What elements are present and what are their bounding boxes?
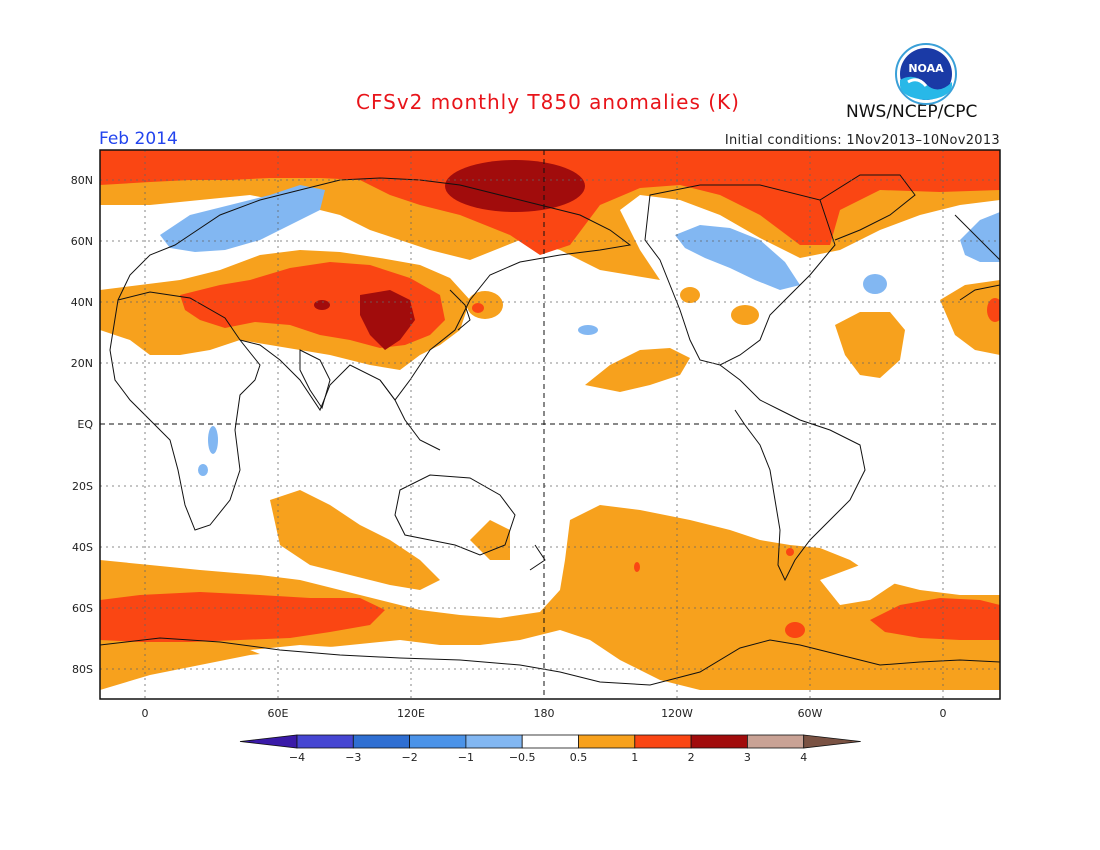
anomaly-orange-indian	[270, 490, 440, 590]
anomaly-orange-natl	[835, 312, 905, 378]
colorbar-segment	[352, 734, 410, 749]
colorbar-label: −4	[289, 751, 305, 764]
anomaly-red-south-west	[100, 592, 385, 642]
lat-label: 40S	[72, 541, 93, 554]
colorbar: −4 −3 −2 −1 −0.5 0.5 1 2 3 4	[239, 734, 861, 764]
colorbar-label: −2	[401, 751, 417, 764]
colorbar-segment	[465, 734, 523, 749]
colorbar-segment	[521, 734, 579, 749]
lon-label: 120W	[661, 707, 693, 720]
anomaly-red-south-east	[870, 598, 1000, 640]
graticule	[100, 150, 1000, 699]
colorbar-label: −0.5	[509, 751, 536, 764]
lon-label: 60E	[268, 707, 289, 720]
lon-label: 120E	[397, 707, 425, 720]
anomaly-orange-europe-east	[940, 280, 1000, 355]
colorbar-label: 3	[744, 751, 751, 764]
colorbar-segment	[578, 734, 636, 749]
lat-label: 80S	[72, 663, 93, 676]
noaa-logo-text: NOAA	[908, 62, 944, 75]
anomaly-orange-australia	[470, 520, 510, 560]
anomaly-blue-pacific	[578, 325, 598, 335]
forecast-period: Feb 2014	[99, 129, 178, 149]
anomaly-red-patagonia	[786, 548, 794, 556]
longitude-labels: 0 60E 120E 180 120W 60W 0	[142, 707, 947, 720]
colorbar-label: 1	[631, 751, 638, 764]
anomaly-blue-africa-2	[198, 464, 208, 476]
map-title: CFSv2 monthly T850 anomalies (K)	[356, 90, 740, 114]
agency-label: NWS/NCEP/CPC	[846, 102, 978, 122]
noaa-logo: NOAA	[895, 43, 957, 105]
lat-label: 20N	[71, 357, 93, 370]
colorbar-label: −1	[458, 751, 474, 764]
anomaly-blue-siberia	[160, 185, 325, 252]
anomaly-orange-us	[731, 305, 759, 325]
colorbar-label: 4	[800, 751, 807, 764]
colorbar-arrow-low	[239, 734, 298, 749]
coastlines	[100, 174, 1000, 686]
anomaly-red-pacific-south	[634, 562, 640, 572]
anomaly-blue-africa	[208, 426, 218, 454]
lat-label: EQ	[77, 418, 93, 431]
colorbar-segment	[690, 734, 748, 749]
anomaly-darkred-eurasia-small	[314, 300, 330, 310]
anomaly-darkred-eurasia	[360, 290, 415, 350]
lat-label: 40N	[71, 296, 93, 309]
anomaly-orange-epac	[585, 348, 690, 392]
anomaly-neutral-antarctica	[250, 645, 560, 680]
colorbar-segment	[296, 734, 354, 749]
anomaly-red-antarctic-peninsula	[785, 622, 805, 638]
lat-label: 60N	[71, 235, 93, 248]
lon-label: 0	[142, 707, 149, 720]
equator-dateline	[100, 150, 1000, 699]
colorbar-label: 2	[688, 751, 695, 764]
colorbar-segment	[634, 734, 692, 749]
anomaly-orange-japan	[467, 291, 503, 319]
lon-label: 0	[940, 707, 947, 720]
latitude-labels: 80N 60N 40N 20N EQ 20S 40S 60S 80S	[71, 174, 94, 676]
anomaly-orange-us-west	[680, 287, 700, 303]
lat-label: 60S	[72, 602, 93, 615]
anomaly-darkred-arctic	[445, 160, 585, 212]
anomaly-neutral-south-atl	[820, 565, 900, 605]
colorbar-arrow-high	[803, 734, 861, 749]
initial-conditions: Initial conditions: 1Nov2013–10Nov2013	[724, 133, 1000, 148]
lat-label: 80N	[71, 174, 93, 187]
anomaly-red-japan	[472, 303, 484, 313]
anomaly-red-europe-east	[987, 298, 1000, 322]
lat-label: 20S	[72, 480, 93, 493]
anomaly-blue-atlantic	[863, 274, 887, 294]
colorbar-segment	[747, 734, 805, 749]
colorbar-segment	[409, 734, 467, 749]
anomaly-orange-south	[100, 505, 1000, 690]
colorbar-label: −3	[345, 751, 361, 764]
plot-frame	[99, 149, 1001, 700]
lon-label: 180	[534, 707, 555, 720]
lon-label: 60W	[798, 707, 823, 720]
colorbar-label: 0.5	[570, 751, 588, 764]
anomaly-fields	[100, 150, 1000, 690]
